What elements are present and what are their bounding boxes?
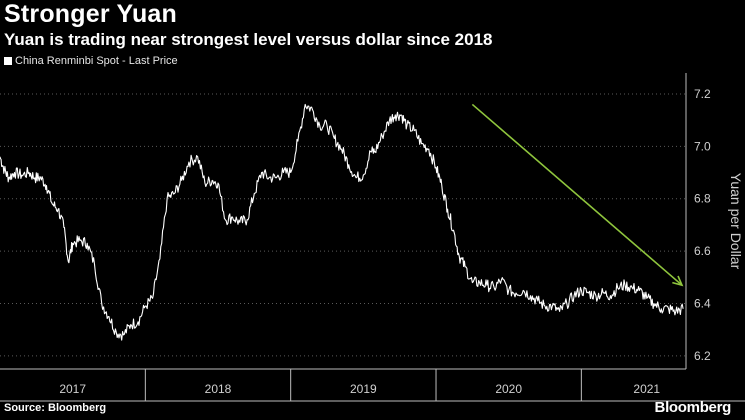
y-tick-label: 6.4: [694, 297, 711, 311]
x-tick-label: 2020: [495, 382, 522, 396]
y-tick-label: 7.2: [694, 87, 711, 101]
y-tick-label: 7.0: [694, 139, 711, 153]
chart-title: Stronger Yuan: [4, 0, 178, 28]
x-tick-label: 2019: [350, 382, 377, 396]
series-line-cny: [0, 103, 684, 341]
y-tick-label: 6.2: [694, 349, 711, 363]
legend-swatch: [4, 57, 12, 65]
legend: China Renminbi Spot - Last Price: [4, 55, 178, 67]
x-tick-label: 2017: [59, 382, 86, 396]
x-tick-label: 2018: [205, 382, 232, 396]
source-note: Source: Bloomberg: [4, 402, 107, 414]
trend-arrow-line: [471, 103, 683, 286]
chart-subtitle: Yuan is trading near strongest level ver…: [4, 30, 493, 49]
trend-arrow-head: [672, 275, 684, 287]
y-tick-label: 6.6: [694, 244, 711, 258]
y-axis-label: Yuan per Dollar: [728, 173, 744, 270]
x-tick-label: 2021: [633, 382, 660, 396]
legend-label: China Renminbi Spot - Last Price: [15, 55, 178, 67]
bloomberg-logo: Bloomberg: [654, 399, 732, 416]
y-tick-label: 6.8: [694, 192, 711, 206]
